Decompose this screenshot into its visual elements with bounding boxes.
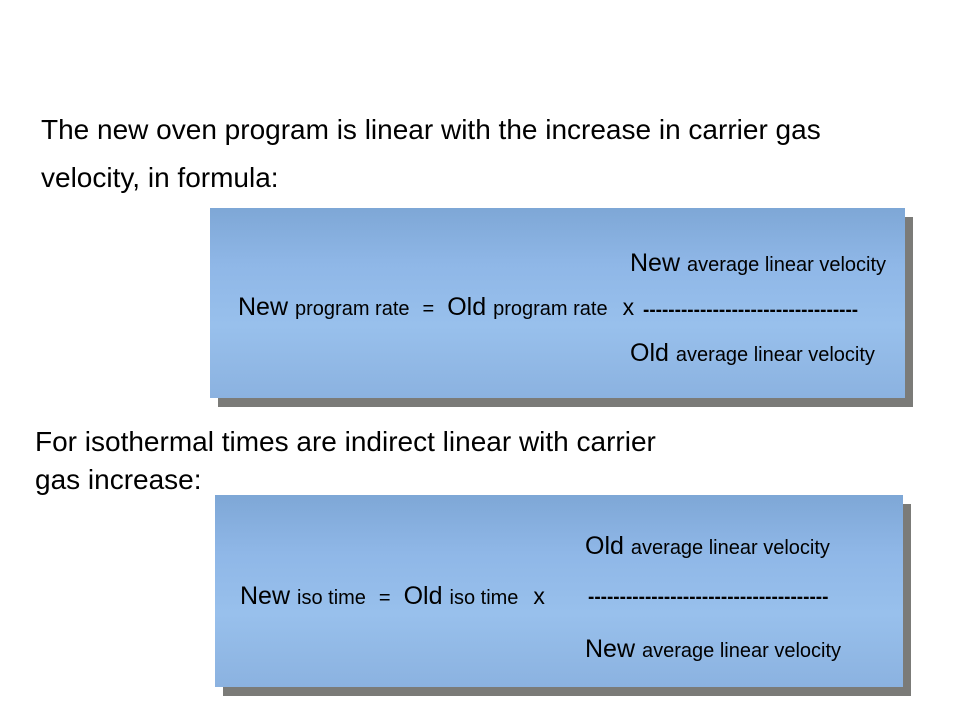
formula2-rhs-term: Old [403, 582, 443, 610]
multiply-sign: x [622, 294, 635, 320]
formula2-equation-line: New iso time = Old iso time x [240, 581, 545, 615]
formula1-rhs-label: program rate [493, 298, 608, 320]
formula-box-iso-time: Old average linear velocity New iso time = O… [215, 495, 903, 687]
formula2-lhs-term: New [240, 582, 291, 610]
formula1-denominator: Old average linear velocity [630, 338, 875, 372]
formula1-numerator-label: average linear velocity [687, 254, 887, 276]
formula2-lhs-label: iso time [297, 587, 366, 609]
equals-sign: = [422, 298, 435, 320]
formula2-numerator-label: average linear velocity [630, 537, 830, 559]
iso-intro-line-1: For isothermal times are indirect linear… [35, 426, 656, 457]
iso-intro-line-2: gas increase: [35, 464, 202, 495]
multiply-sign: x [533, 583, 545, 609]
intro-line-1: The new oven program is linear with the … [41, 114, 821, 145]
formula1-lhs-term: New [238, 293, 289, 321]
intro-line-2: velocity, in formula: [41, 162, 279, 193]
formula1-denominator-term: Old [630, 339, 669, 367]
formula-box-program-rate: New average linear velocity New program ra… [210, 208, 905, 398]
formula2-fraction-bar: -------------------------------------- [588, 587, 829, 608]
formula1-denominator-label: average linear velocity [675, 344, 875, 366]
formula2-denominator: New average linear velocity [585, 634, 841, 668]
formula2-numerator: Old average linear velocity [585, 531, 830, 565]
formula1-equation-line: New program rate = Old program rate x [238, 292, 634, 326]
formula1-fraction-bar: ---------------------------------- [643, 300, 859, 321]
formula2-denominator-term: New [585, 635, 636, 663]
formula1-numerator: New average linear velocity [630, 248, 886, 282]
formula1-rhs-term: Old [447, 293, 487, 321]
formula2-numerator-term: Old [585, 532, 624, 560]
formula1-lhs-label: program rate [295, 298, 410, 320]
intro-text: The new oven program is linear with the … [41, 106, 821, 202]
iso-intro-text: For isothermal times are indirect linear… [35, 423, 656, 499]
formula2-rhs-label: iso time [449, 587, 519, 609]
formula1-numerator-term: New [630, 249, 681, 277]
equals-sign: = [378, 587, 391, 609]
formula2-denominator-label: average linear velocity [642, 640, 842, 662]
